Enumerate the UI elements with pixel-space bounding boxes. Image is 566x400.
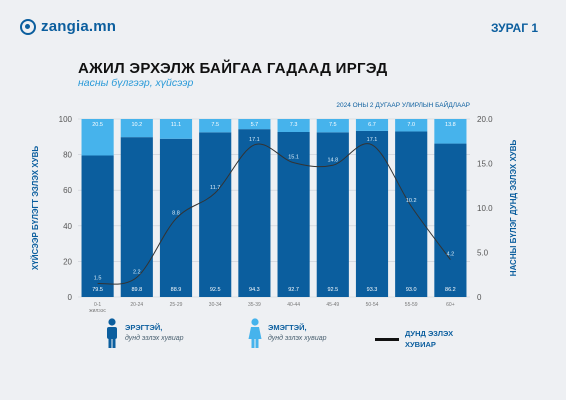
chart-title: АЖИЛ ЭРХЭЛЖ БАЙГАА ГАДААД ИРГЭД — [78, 60, 388, 77]
y2-axis-label: НАСНЫ БҮЛЭГ ДУНД ЭЗЛЭХ ХУВЬ — [509, 139, 518, 276]
legend-line-title: ДУНД ЭЗЛЭХ — [405, 329, 454, 338]
bar-male — [120, 137, 153, 297]
x-tick-label: 60+ — [446, 302, 455, 308]
bar-female — [355, 119, 389, 131]
brand-logo[interactable]: zangia.mn — [20, 18, 116, 35]
line-point-label: 1.5 — [94, 276, 102, 282]
legend-line: ДУНД ЭЗЛЭХ ХУВИАР — [375, 328, 453, 350]
bar-female — [316, 119, 349, 133]
line-point-label: 17.1 — [367, 137, 378, 143]
line-point-label: 14.8 — [327, 157, 338, 163]
y-tick-label: 40 — [63, 222, 72, 231]
bar-female-label: 7.5 — [211, 122, 219, 128]
line-point-label: 4.2 — [447, 252, 455, 258]
bar-male-label: 94.3 — [249, 287, 260, 293]
x-tick-label: 55-59 — [405, 302, 418, 308]
legend-female: ЭМЭГТЭЙ, дунд эзлэх хувиар — [248, 318, 327, 348]
bar-female — [395, 119, 428, 132]
bar-male-label: 92.5 — [327, 287, 338, 293]
line-point-label: 11.7 — [210, 185, 220, 191]
bar-female — [238, 119, 271, 130]
bar-male-label: 79.5 — [92, 287, 103, 293]
bar-female-label: 13.8 — [445, 122, 456, 128]
bar-female — [434, 119, 467, 144]
logo-icon — [20, 18, 36, 35]
x-tick-label: 35-39 — [248, 302, 261, 308]
x-tick-label: 50-54 — [366, 302, 379, 308]
bar-male — [395, 131, 428, 297]
bar-female — [81, 119, 114, 156]
line-point-label: 15.1 — [288, 155, 299, 161]
bar-female-label: 7.5 — [329, 122, 337, 128]
bar-male — [159, 138, 193, 297]
bar-male — [277, 131, 310, 297]
bar-female-label: 11.1 — [171, 122, 181, 128]
bar-female — [277, 119, 310, 132]
legend-female-sub: дунд эзлэх хувиар — [268, 335, 327, 342]
bar-female-label: 20.5 — [92, 122, 103, 128]
bar-female-label: 6.7 — [368, 122, 376, 128]
y2-tick-label: 15.0 — [477, 160, 493, 169]
line-point-label: 2.2 — [133, 269, 141, 275]
y2-tick-label: 20.0 — [477, 115, 493, 124]
bar-male-label: 93.3 — [367, 287, 378, 293]
bar-female — [199, 119, 232, 133]
bar-male — [199, 132, 232, 297]
legend-female-title: ЭМЭГТЭЙ, — [268, 323, 307, 332]
x-tick-label: 45-49 — [326, 302, 339, 308]
x-tick-label: 0-1 — [94, 302, 101, 308]
bar-female-label: 7.0 — [407, 122, 415, 128]
y-tick-label: 100 — [59, 115, 73, 124]
x-tick-label: 25-29 — [170, 302, 183, 308]
line-point-label: 10.2 — [406, 198, 417, 204]
female-person-icon — [248, 318, 262, 348]
legend-male: ЭРЭГТЭЙ, дунд эзлэх хувиар — [105, 318, 184, 348]
bar-female — [120, 119, 153, 138]
line-point-label: 17.1 — [249, 137, 260, 143]
bar-female-label: 10.2 — [131, 122, 142, 128]
bar-female-label: 7.3 — [290, 122, 298, 128]
bar-male — [81, 155, 114, 297]
y-tick-label: 20 — [63, 257, 72, 266]
x-tick-label: 20-24 — [130, 302, 143, 308]
legend-male-sub: дунд эзлэх хувиар — [125, 335, 184, 342]
brand-name: zangia.mn — [41, 18, 117, 35]
bar-male — [316, 132, 349, 297]
bar-male-label: 86.2 — [445, 287, 456, 293]
y2-tick-label: 10.0 — [477, 204, 493, 213]
bar-male-label: 92.7 — [288, 287, 299, 293]
chart-subtitle: насны бүлгээр, хүйсээр — [78, 77, 194, 89]
legend-line-title2: ХУВИАР — [405, 340, 436, 349]
bar-male-label: 88.9 — [171, 287, 182, 293]
x-tick-label: 40-44 — [287, 302, 300, 308]
bar-male — [355, 130, 389, 297]
y-axis-label: ХҮЙСЭЭР БҮЛЭГТ ЭЗЛЭХ ХУВЬ — [31, 146, 40, 270]
y-tick-label: 80 — [63, 151, 72, 160]
bar-male-label: 89.8 — [131, 287, 142, 293]
bar-male — [434, 143, 467, 297]
chart-note: 2024 ОНЫ 2 ДУГААР УЛИРЛЫН БАЙДЛААР — [336, 100, 470, 109]
x-tick-label: 30-34 — [209, 302, 222, 308]
y2-tick-label: 5.0 — [477, 249, 489, 258]
y-tick-label: 60 — [63, 186, 72, 195]
legend-male-title: ЭРЭГТЭЙ, — [125, 323, 163, 332]
y2-tick-label: 0 — [477, 293, 482, 302]
bar-male-label: 92.5 — [210, 287, 221, 293]
bar-male — [238, 129, 271, 297]
line-point-label: 8.8 — [172, 211, 180, 217]
bar-female-label: 5.7 — [251, 122, 259, 128]
y-tick-label: 0 — [68, 293, 73, 302]
figure-number: ЗУРАГ 1 — [491, 21, 538, 35]
bar-female — [159, 119, 193, 139]
brand-bar: zangia.mn ЗУРАГ 1 — [0, 0, 566, 52]
bar-male-label: 93.0 — [406, 287, 417, 293]
line-swatch — [375, 337, 399, 341]
male-person-icon — [107, 318, 117, 348]
x-tick-label: жилээс — [89, 308, 106, 314]
series-line — [97, 143, 451, 285]
